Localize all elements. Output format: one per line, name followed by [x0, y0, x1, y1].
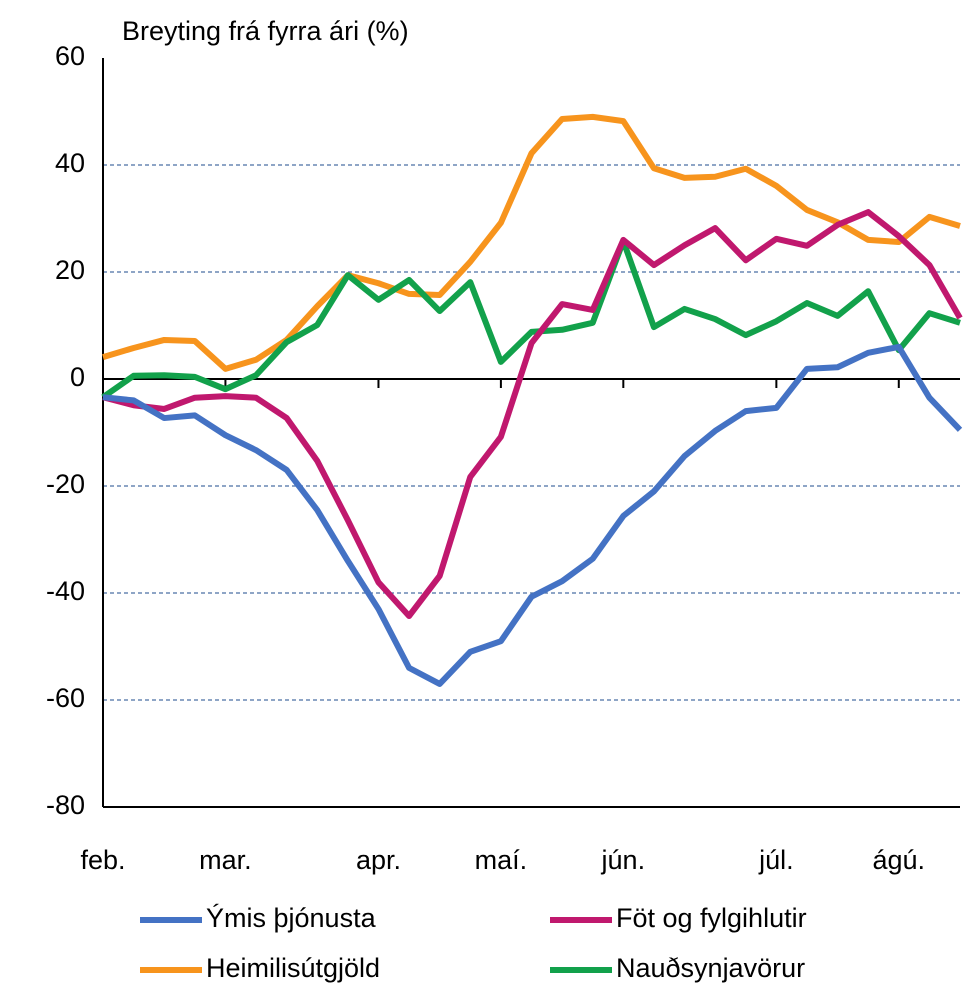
y-tick-label: 20 [55, 255, 85, 285]
x-tick-label: mar. [199, 845, 252, 875]
series-line [102, 343, 963, 687]
x-tick-label: apr. [356, 845, 401, 875]
legend-label: Ýmis þjónusta [206, 903, 377, 933]
y-tick-label: 60 [55, 41, 85, 71]
x-tick-label: jún. [601, 845, 646, 875]
x-tick-label: feb. [80, 845, 125, 875]
y-tick-label: 0 [70, 362, 85, 392]
series-line [102, 209, 963, 620]
y-tick-label: -80 [46, 790, 85, 820]
legend-label: Föt og fylgihlutir [616, 903, 807, 933]
y-tick-label: -20 [46, 469, 85, 499]
legend-label: Heimilisútgjöld [206, 953, 380, 983]
x-tick-label: maí. [475, 845, 528, 875]
y-tick-label: -60 [46, 683, 85, 713]
y-tick-label: 40 [55, 148, 85, 178]
chart-title: Breyting frá fyrra ári (%) [122, 16, 409, 46]
y-tick-label: -40 [46, 576, 85, 606]
series-line [101, 237, 961, 400]
x-tick-label: ágú. [873, 845, 926, 875]
legend-label: Nauðsynjavörur [616, 953, 805, 983]
series-line [102, 113, 961, 372]
x-tick-label: júl. [758, 845, 794, 875]
